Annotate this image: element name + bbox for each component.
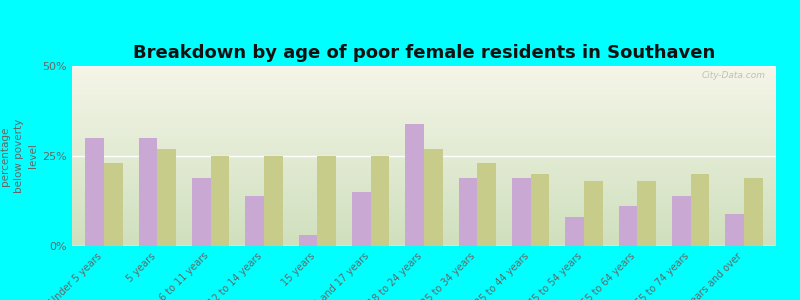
Bar [192, 178, 210, 246]
Bar [478, 163, 496, 246]
Bar [726, 214, 744, 246]
Bar [744, 178, 762, 246]
Bar [618, 206, 638, 246]
Bar [370, 156, 390, 246]
Bar [424, 149, 442, 246]
Y-axis label: percentage
below poverty
level: percentage below poverty level [0, 119, 38, 193]
Bar [530, 174, 550, 246]
Bar [406, 124, 424, 246]
Bar [298, 235, 318, 246]
Bar [86, 138, 104, 246]
Bar [318, 156, 336, 246]
Bar [104, 163, 122, 246]
Bar [264, 156, 282, 246]
Bar [566, 217, 584, 246]
Bar [138, 138, 158, 246]
Bar [458, 178, 478, 246]
Bar [638, 181, 656, 246]
Title: Breakdown by age of poor female residents in Southaven: Breakdown by age of poor female resident… [133, 44, 715, 62]
Bar [352, 192, 370, 246]
Bar [512, 178, 530, 246]
Bar [672, 196, 690, 246]
Text: City-Data.com: City-Data.com [702, 71, 766, 80]
Bar [158, 149, 176, 246]
Bar [584, 181, 602, 246]
Bar [246, 196, 264, 246]
Bar [210, 156, 230, 246]
Bar [690, 174, 710, 246]
